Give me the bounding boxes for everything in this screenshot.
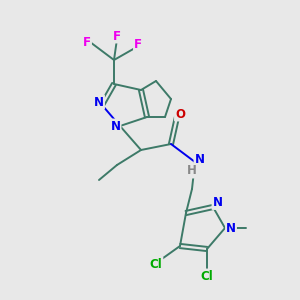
Text: N: N (194, 152, 205, 166)
Text: N: N (226, 221, 236, 235)
Text: N: N (110, 119, 121, 133)
Text: N: N (212, 196, 223, 209)
Text: F: F (83, 35, 91, 49)
Text: N: N (94, 95, 104, 109)
Text: Cl: Cl (201, 269, 213, 283)
Text: H: H (187, 164, 197, 178)
Text: O: O (175, 107, 185, 121)
Text: F: F (134, 38, 142, 52)
Text: Cl: Cl (150, 257, 162, 271)
Text: F: F (113, 29, 121, 43)
